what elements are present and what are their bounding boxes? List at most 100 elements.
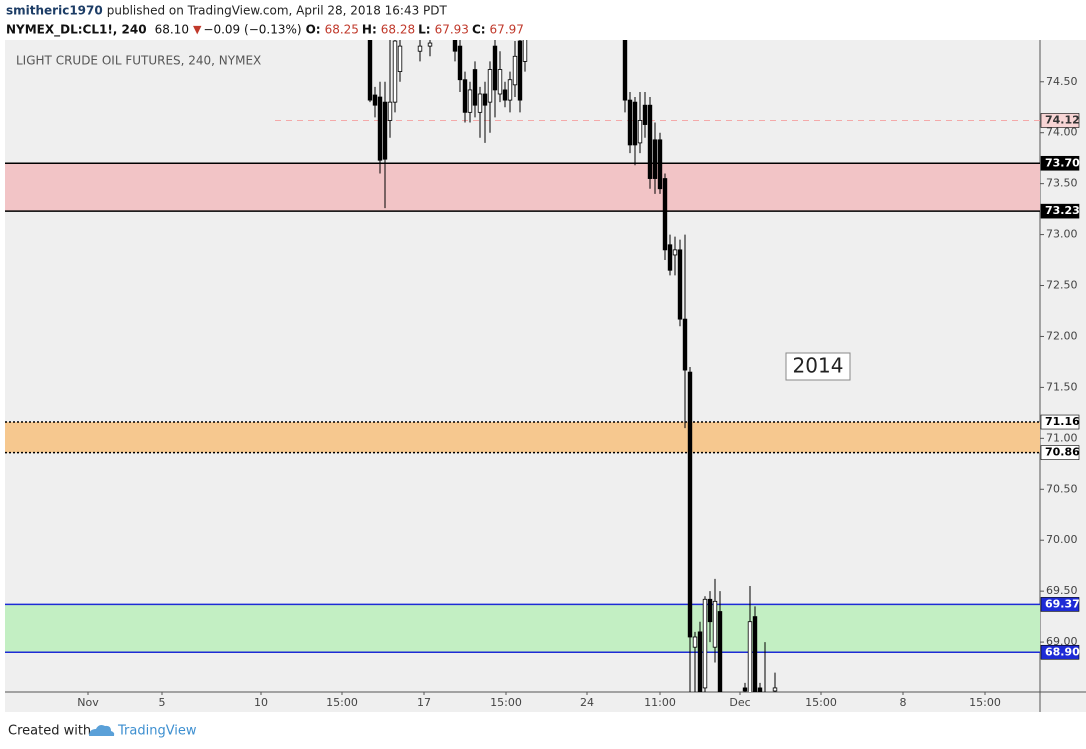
candle-body [632,101,638,146]
candle-body [622,40,628,101]
candle-body [657,139,663,190]
x-tick-label: 10 [254,696,268,709]
zone-tag-box [1040,445,1080,460]
candle-body [712,600,718,648]
zone-tag: 70.86 [1045,446,1080,459]
x-tick-label: 5 [159,696,166,709]
candle-body [482,93,488,106]
y-tick-label: 72.50 [1046,279,1078,292]
ohlc-value: 68.25 [325,23,359,37]
candle-body [692,636,698,648]
candle-body [772,687,778,692]
candle-body [477,93,483,113]
y-tick-label: 73.00 [1046,228,1078,241]
y-tick-label: 71.00 [1046,431,1078,444]
y-tick-label: 70.00 [1046,533,1078,546]
candle-body [427,42,433,47]
annotation-box [785,352,851,381]
x-tick-label: 15:00 [326,696,358,709]
candle-body [652,139,658,179]
x-tick-label: 15:00 [490,696,522,709]
candle-body [687,371,693,638]
y-tick-label: 73.50 [1046,177,1078,190]
reference-tag: 74.12 [1045,113,1080,126]
ohlc-key: H: [362,23,377,37]
ohlc-value: 67.97 [490,23,524,37]
zone-tag-box [1040,203,1080,219]
ohlc-value: 68.28 [381,23,415,37]
price-axis-background [1040,40,1086,692]
plot-background [5,40,1040,692]
footer-brand[interactable]: TradingView [117,724,197,739]
ohlc-key: C: [472,23,486,37]
time-axis-background [5,692,1086,712]
zone-tag-box [1040,644,1080,660]
candle-body [392,40,398,103]
change-arrow: ▼ [193,23,202,36]
zone [5,422,1040,453]
candle-body [467,89,473,113]
plot [5,40,1040,692]
candle-body [642,104,648,125]
ohlc-key: L: [418,23,430,37]
x-tick-label: 8 [900,696,907,709]
candle-body [382,101,388,160]
candle-body [462,79,468,113]
candle-body [667,244,673,271]
x-tick-label: 15:00 [969,696,1001,709]
footer-created: Created with [8,724,91,739]
candle-body [387,101,393,121]
zone-tag-box [1040,597,1080,612]
y-tick-label: 71.50 [1046,380,1078,393]
candle-body [757,687,763,692]
candle-body [662,178,668,251]
ohlc-key: O: [306,23,321,37]
candle-body [747,621,753,692]
zone [5,604,1040,653]
author: smitheric1970 [6,4,103,18]
brand-logo [89,725,115,736]
zone-tag: 68.90 [1045,645,1080,658]
candle-body [507,79,513,101]
candle-body [452,40,458,52]
candle-body [672,249,678,256]
candle-body [647,104,653,179]
x-tick-label: Nov [77,696,99,709]
published-info: published on TradingView.com, April 28, … [107,4,448,18]
candle-body [502,89,508,101]
zone-tag: 71.16 [1045,415,1080,428]
candle-body [742,687,748,692]
candle-body [472,69,478,106]
candle-body [397,45,403,72]
ohlc-value: 67.93 [435,23,469,37]
zone-tag-box [1040,155,1080,171]
y-tick-label: 74.50 [1046,75,1078,88]
annotation: 2014 [793,354,844,378]
candle-body [492,45,498,91]
candle-body [702,598,708,689]
x-tick-label: Dec [729,696,750,709]
candle-body [522,40,528,62]
candle-body [367,40,373,101]
zone [5,163,1040,212]
zone-tag: 73.23 [1045,204,1080,217]
candle-body [752,616,758,692]
last-price: 68.10 [155,23,189,37]
candle-body [717,611,723,692]
symbol: NYMEX_DL:CL1!, 240 [6,23,147,38]
candle-body [457,45,463,81]
candle-body [487,69,493,103]
y-tick-label: 70.50 [1046,482,1078,495]
reference-tag-box [1040,113,1080,128]
y-tick-label: 69.00 [1046,635,1078,648]
candle-body [497,69,503,95]
candle-body [677,249,683,320]
x-tick-label: 17 [417,696,431,709]
zone-tag-box [1040,414,1080,430]
zone-tag: 73.70 [1045,156,1080,169]
candle-body [517,40,523,101]
candle-body [512,55,518,86]
candle-body [377,96,383,161]
